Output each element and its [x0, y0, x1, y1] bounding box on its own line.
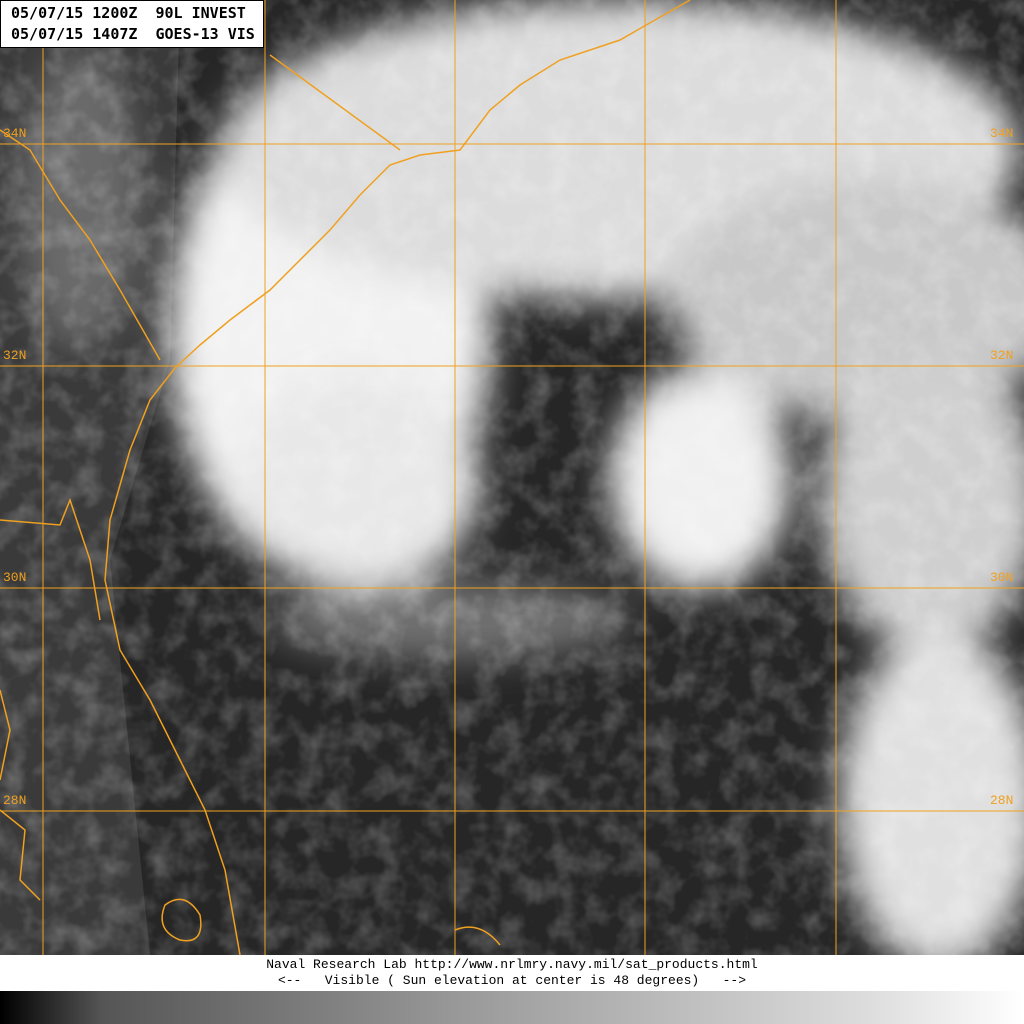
lat-label-34n-left: 34N	[3, 126, 27, 141]
footer-line-2: <-- Visible ( Sun elevation at center is…	[277, 973, 747, 988]
lat-label-30n-right: 30N	[990, 570, 1014, 585]
lat-label-32n-left: 32N	[3, 348, 27, 363]
coastline	[0, 0, 691, 955]
lat-lon-grid	[0, 0, 1024, 955]
imagery-layer	[0, 0, 1024, 955]
lat-label-32n-right: 32N	[990, 348, 1014, 363]
lat-label-28n-right: 28N	[990, 793, 1014, 808]
header-line-2: 05/07/15 1407Z GOES-13 VIS	[11, 25, 255, 43]
lat-label-28n-left: 28N	[3, 793, 27, 808]
image-header: 05/07/15 1200Z 90L INVEST 05/07/15 1407Z …	[0, 0, 264, 48]
image-footer: Naval Research Lab http://www.nrlmry.nav…	[0, 955, 1024, 991]
footer-line-1: Naval Research Lab http://www.nrlmry.nav…	[266, 957, 758, 972]
grayscale-colorbar	[0, 991, 1024, 1024]
header-line-1: 05/07/15 1200Z 90L INVEST	[11, 4, 246, 22]
lat-label-30n-left: 30N	[3, 570, 27, 585]
lat-label-34n-right: 34N	[990, 126, 1014, 141]
